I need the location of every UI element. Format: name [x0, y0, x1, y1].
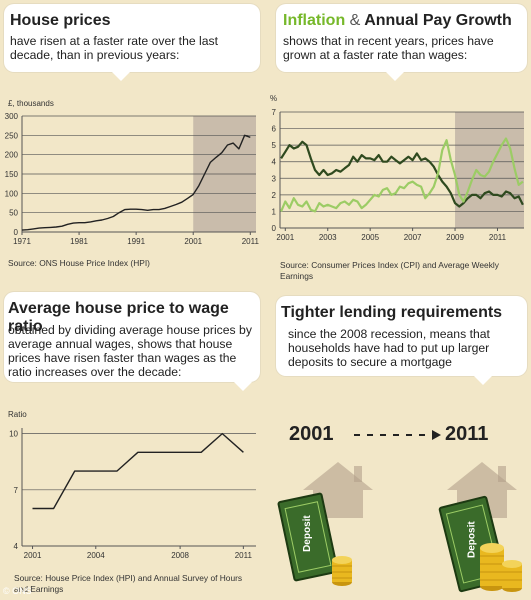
y-tick-label: 0	[272, 224, 277, 233]
y-tick-label: 2	[272, 191, 277, 200]
inflation-source: Source: Consumer Prices Index (CPI) and …	[280, 260, 499, 281]
inflation-callout: Inflation & Annual Pay Growth shows that…	[276, 4, 527, 81]
lending-callout: Tighter lending requirements since the 2…	[276, 296, 527, 385]
house-prices-text: have risen at a faster rate over the las…	[10, 34, 218, 62]
series-line-0	[32, 432, 244, 510]
y-tick-label: 7	[14, 486, 19, 495]
inflation-title: Inflation & Annual Pay Growth	[283, 12, 512, 30]
inflation-title-part2: Annual Pay Growth	[364, 12, 512, 29]
x-tick-label: 2001	[276, 233, 294, 242]
house-prices-chart: 0 50 100 150 200 250 300 1971 1981 1991 2001 2011	[5, 112, 260, 244]
x-tick-label: 2011	[235, 551, 253, 560]
x-tick-label: 2005	[361, 233, 379, 242]
y-tick-label: 4	[272, 158, 277, 167]
ratio-unit: Ratio	[8, 410, 27, 419]
ratio-source: Source: House Price Index (HPI) and Annu…	[14, 573, 243, 594]
coin-stack-large-icon	[480, 543, 522, 592]
y-tick-label: 10	[9, 430, 18, 439]
inflation-title-part1: Inflation	[283, 12, 346, 29]
x-tick-label: 2007	[404, 233, 422, 242]
x-tick-label: 1991	[127, 237, 145, 244]
ratio-chart: 4 7 10 2001 2004 2008 2011	[9, 428, 256, 560]
x-tick-label: 2003	[319, 233, 337, 242]
house-prices-title: House prices	[10, 12, 111, 29]
y-tick-label: 150	[5, 170, 19, 179]
y-tick-label: 200	[5, 151, 19, 160]
inflation-title-amp: &	[349, 12, 361, 29]
lending-text: since the 2008 recession, means that hou…	[288, 327, 490, 369]
house-prices-callout: House prices have risen at a faster rate…	[4, 4, 260, 81]
watermark: © ONS	[3, 586, 32, 596]
inflation-text: shows that in recent years, prices have …	[283, 34, 494, 62]
y-tick-label: 300	[5, 112, 19, 121]
x-tick-label: 2001	[24, 551, 42, 560]
coin-stack-small-icon	[332, 556, 352, 586]
house-prices-source: Source: ONS House Price Index (HPI)	[8, 258, 150, 268]
y-tick-label: 0	[14, 228, 19, 237]
deposit-label-small: Deposit	[301, 515, 313, 552]
y-tick-label: 4	[14, 542, 19, 551]
y-tick-label: 5	[272, 141, 277, 150]
ratio-title: Average house price to wage ratio	[8, 300, 229, 335]
ratio-callout: Average house price to wage ratio obtain…	[4, 292, 260, 391]
x-tick-label: 2009	[446, 233, 464, 242]
y-tick-label: 7	[272, 108, 277, 117]
y-tick-label: 250	[5, 131, 19, 140]
house-prices-unit: £, thousands	[8, 99, 54, 108]
series-line-dark	[280, 140, 524, 208]
x-tick-label: 2001	[184, 237, 202, 244]
x-tick-label: 2004	[87, 551, 105, 560]
lending-title: Tighter lending requirements	[281, 304, 503, 321]
ratio-text: obtained by dividing average house price…	[8, 323, 252, 379]
lending-year-from: 2001	[289, 423, 334, 445]
inflation-unit: %	[270, 94, 278, 103]
lending-year-to: 2011	[445, 423, 489, 445]
y-tick-label: 6	[272, 125, 277, 134]
y-tick-label: 100	[5, 189, 19, 198]
series-line-0	[21, 134, 251, 231]
series-line-light	[280, 137, 524, 213]
y-tick-label: 3	[272, 174, 277, 183]
y-tick-label: 1	[272, 207, 277, 216]
inflation-chart: 0 1 2 3 4 5 6 7 2001 2003 2005 2007 2009 2011	[272, 108, 524, 242]
x-tick-label: 2011	[489, 233, 507, 242]
arrow-right-icon	[354, 430, 441, 440]
x-tick-label: 2008	[171, 551, 189, 560]
x-tick-label: 1971	[13, 237, 31, 244]
y-tick-label: 50	[9, 209, 18, 218]
x-tick-label: 2011	[242, 237, 260, 244]
x-tick-label: 1981	[70, 237, 88, 244]
